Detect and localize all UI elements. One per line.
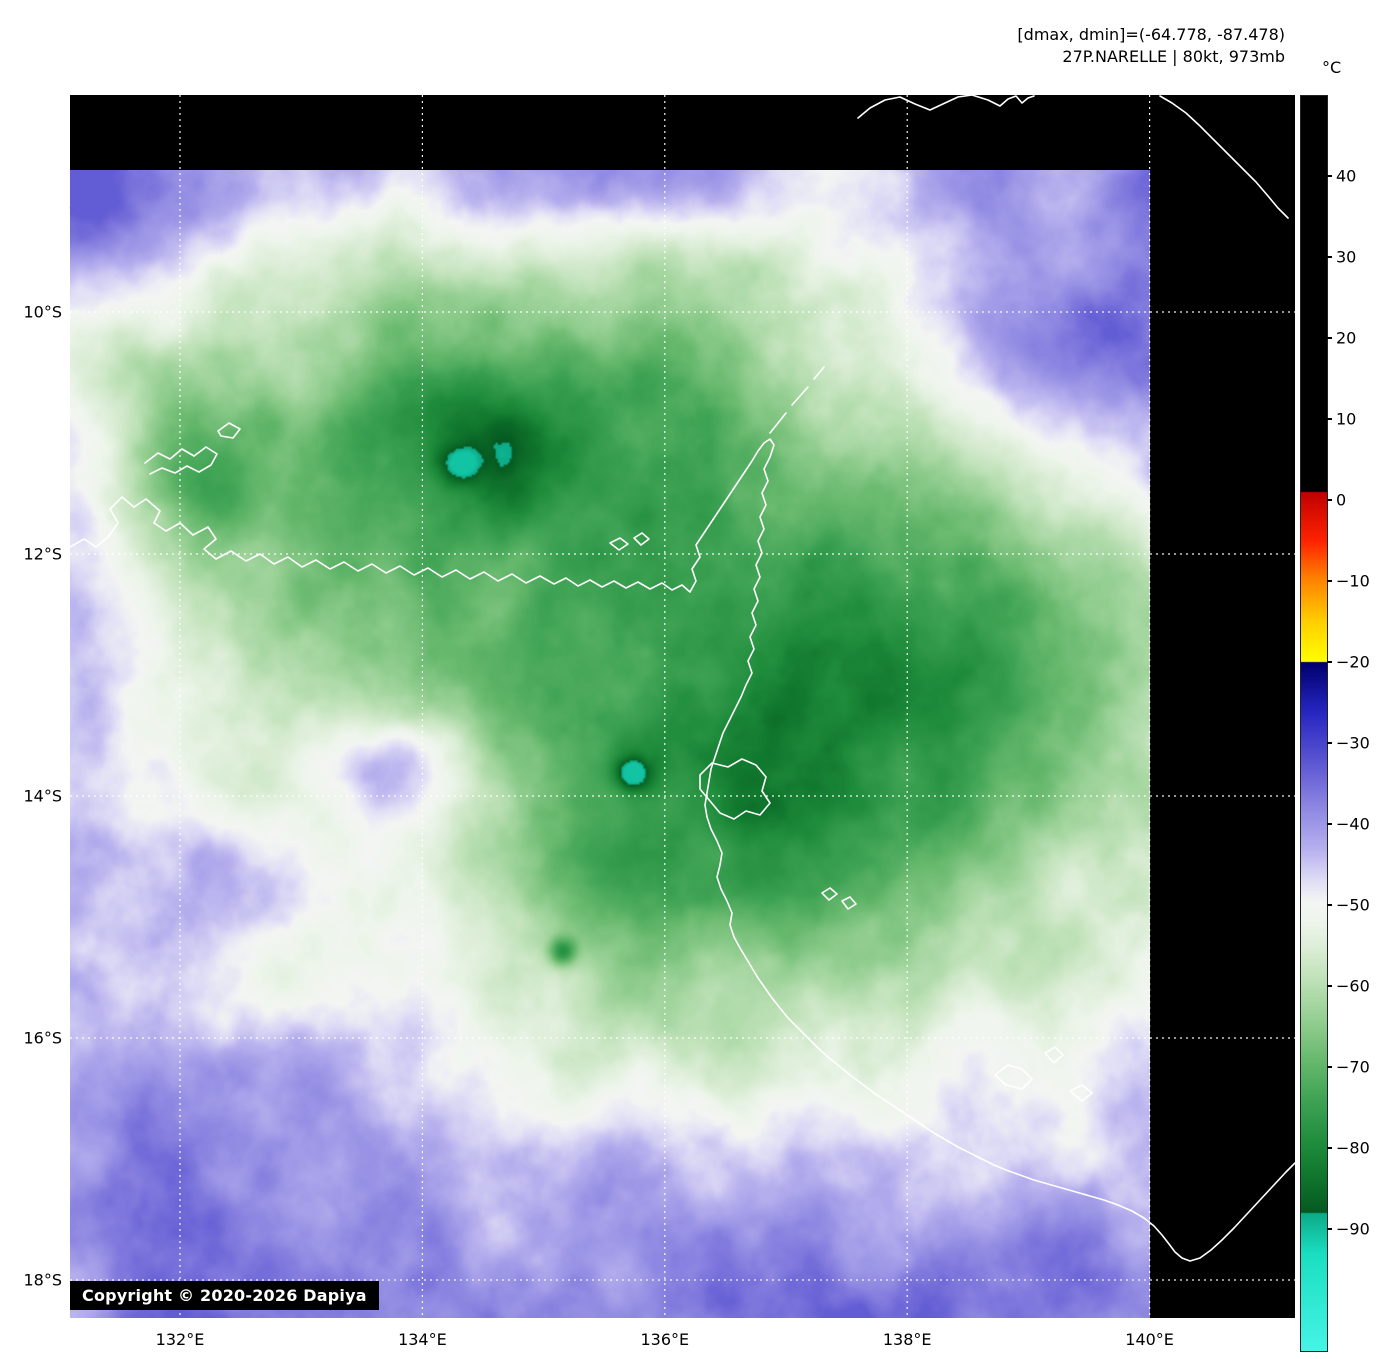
colorbar-tick-label: −40 — [1336, 814, 1370, 834]
lon-tick-label: 136°E — [640, 1330, 690, 1349]
coastline — [769, 366, 825, 434]
colorbar-tick-mark — [1327, 822, 1332, 825]
colorbar-tick-mark — [1327, 1146, 1332, 1149]
lon-tick-label: 140°E — [1125, 1330, 1174, 1349]
colorbar-tick-label: 40 — [1336, 166, 1357, 186]
coastline — [994, 1046, 1093, 1102]
colorbar-gradient-canvas — [1301, 96, 1327, 1351]
colorbar-tick-label: −70 — [1336, 1057, 1370, 1077]
lat-tick-label: 16°S — [23, 1028, 62, 1048]
gridline-coastline-overlay — [70, 95, 1295, 1318]
colorbar-unit-label: °C — [1322, 58, 1342, 77]
lon-tick-label: 134°E — [398, 1330, 447, 1349]
colorbar-tick-mark — [1327, 336, 1332, 339]
colorbar-tick-label: −60 — [1336, 976, 1370, 996]
colorbar-tick-mark — [1327, 1065, 1332, 1068]
lat-tick-label: 10°S — [23, 302, 62, 322]
no-data-top-band — [70, 95, 1295, 170]
dmax-dmin-readout: [dmax, dmin]=(-64.778, -87.478) — [1017, 25, 1285, 44]
colorbar-tick-mark — [1327, 255, 1332, 258]
colorbar-tick-mark — [1327, 903, 1332, 906]
coastline — [857, 95, 1035, 119]
storm-info: 27P.NARELLE | 80kt, 973mb — [1062, 47, 1285, 66]
colorbar-tick-label: −10 — [1336, 571, 1370, 591]
colorbar-tick-label: 20 — [1336, 328, 1357, 348]
coastline — [217, 422, 241, 439]
coastline — [1159, 95, 1289, 219]
colorbar-tick-label: 10 — [1336, 409, 1357, 429]
colorbar-tick-mark — [1327, 417, 1332, 420]
lat-tick-label: 18°S — [23, 1270, 62, 1290]
colorbar-tick-label: −80 — [1336, 1138, 1370, 1158]
colorbar-tick-mark — [1327, 660, 1332, 663]
colorbar-tick-label: 0 — [1336, 490, 1347, 510]
coastline — [699, 758, 771, 820]
colorbar-tick-mark — [1327, 498, 1332, 501]
coastline — [821, 887, 857, 910]
lat-tick-label: 12°S — [23, 544, 62, 564]
coastline — [70, 438, 1295, 1262]
colorbar — [1300, 95, 1328, 1352]
lat-tick-label: 14°S — [23, 786, 62, 806]
lon-tick-label: 138°E — [882, 1330, 932, 1349]
colorbar-tick-mark — [1327, 1227, 1332, 1230]
colorbar-tick-label: −90 — [1336, 1219, 1370, 1239]
lon-tick-label: 132°E — [155, 1330, 205, 1349]
colorbar-tick-mark — [1327, 174, 1332, 177]
colorbar-tick-label: −20 — [1336, 652, 1370, 672]
satellite-image-canvas — [70, 95, 1295, 1318]
header-right: [dmax, dmin]=(-64.778, -87.478) 27P.NARE… — [1017, 24, 1285, 68]
map-plot-area: Copyright © 2020-2026 Dapiya — [70, 95, 1295, 1318]
colorbar-tick-label: −30 — [1336, 733, 1370, 753]
colorbar-tick-mark — [1327, 741, 1332, 744]
colorbar-tick-mark — [1327, 579, 1332, 582]
no-data-right-band — [1150, 95, 1295, 1318]
copyright-badge: Copyright © 2020-2026 Dapiya — [70, 1281, 379, 1310]
coastline — [144, 446, 218, 475]
colorbar-tick-label: 30 — [1336, 247, 1357, 267]
coastline — [609, 532, 650, 551]
colorbar-tick-mark — [1327, 984, 1332, 987]
colorbar-tick-label: −50 — [1336, 895, 1370, 915]
